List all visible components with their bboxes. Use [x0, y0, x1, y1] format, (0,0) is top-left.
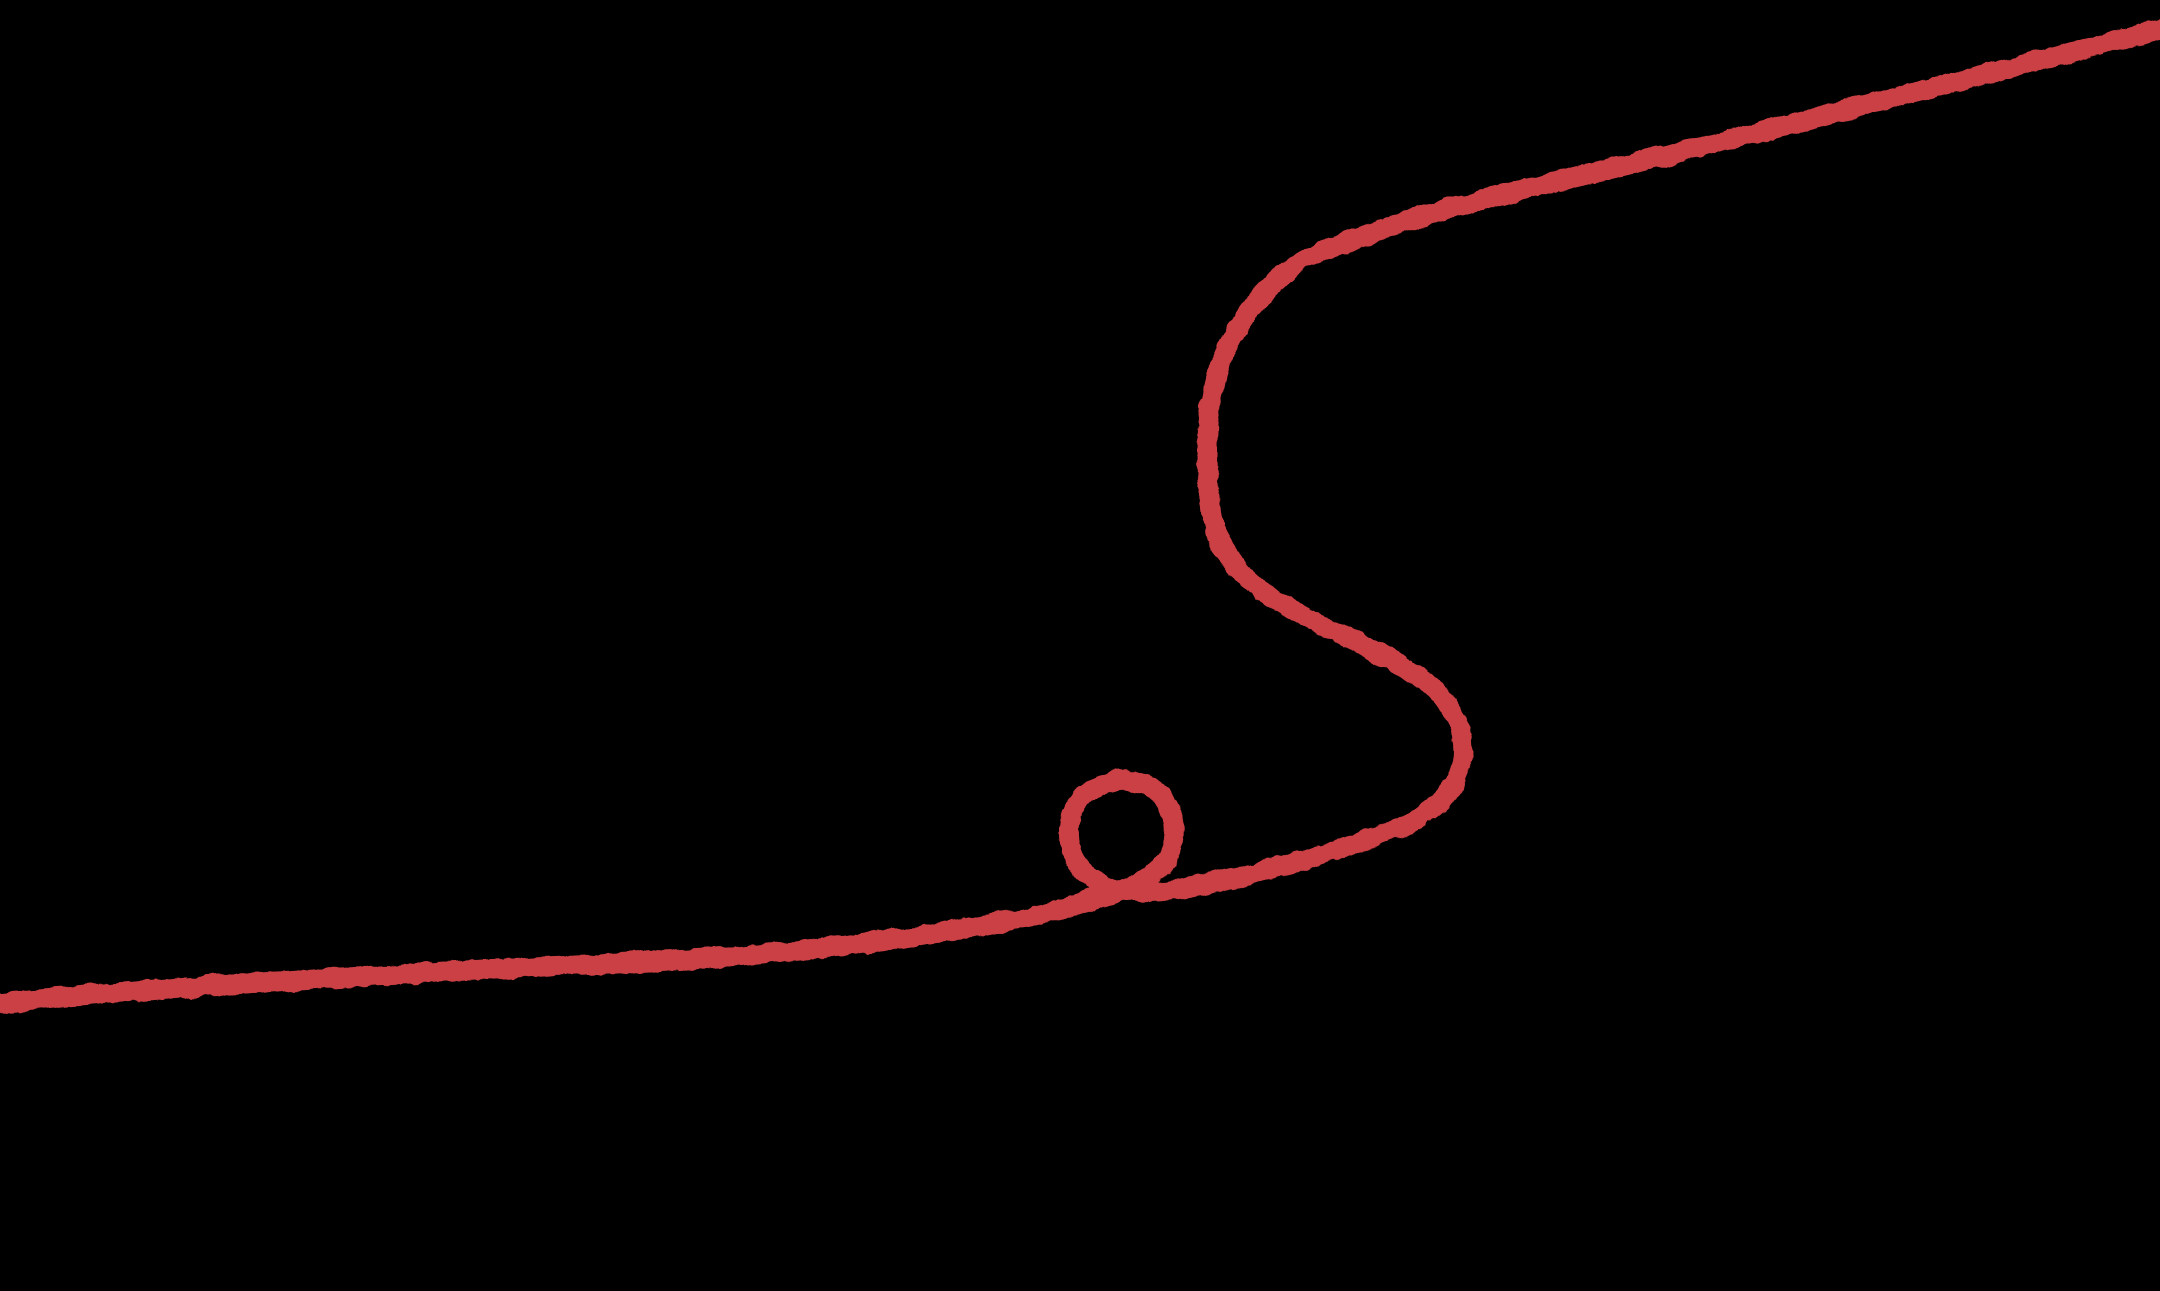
- red-scribble-line: [0, 19, 2160, 1014]
